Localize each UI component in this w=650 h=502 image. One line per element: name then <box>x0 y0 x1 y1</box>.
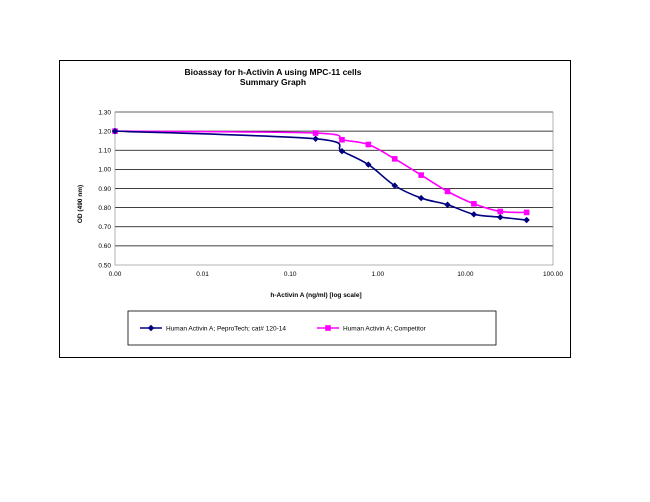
y-tick-label: 1.00 <box>98 167 111 174</box>
series-1-line <box>114 130 527 221</box>
series-2-point <box>418 172 424 178</box>
x-tick-label: 0.01 <box>196 271 209 278</box>
plot-area <box>114 111 554 266</box>
series-1-point <box>417 194 425 202</box>
series-1-point <box>470 211 478 218</box>
series-2-point <box>312 130 319 136</box>
x-axis-label: h-Activin A (ng/ml) [log scale] <box>270 292 361 299</box>
x-tick-label: 100.00 <box>543 271 563 278</box>
chart-title-line-2: Summary Graph <box>240 77 306 87</box>
y-tick-label: 0.90 <box>98 186 111 193</box>
legend: Human Activin A; PeproTech; cat# 120-14 H… <box>127 310 497 346</box>
legend-marker-2 <box>325 325 331 331</box>
chart-title-line-1: Bioassay for h-Activin A using MPC-11 ce… <box>185 67 362 77</box>
series-2-point <box>391 156 398 162</box>
series-2-line <box>114 130 527 214</box>
series-1 <box>111 127 530 224</box>
legend-box <box>127 310 497 346</box>
series-1-point <box>391 182 398 189</box>
y-tick-label: 0.50 <box>98 262 111 269</box>
series-1-point <box>523 216 530 224</box>
y-tick-label: 0.80 <box>98 205 111 212</box>
y-tick-label: 1.10 <box>98 148 111 155</box>
y-tick-label: 0.70 <box>98 224 111 231</box>
series-1-point <box>444 201 451 208</box>
series-1-point <box>497 213 504 221</box>
series-2-point <box>523 209 530 216</box>
chart-svg: Bioassay for h-Activin A using MPC-11 ce… <box>77 67 564 346</box>
x-tick-label: 1.00 <box>371 271 384 278</box>
series-2-point <box>365 141 372 148</box>
series-1-point <box>338 148 346 155</box>
y-tick-labels: 0.50 0.60 0.70 0.80 0.90 1.00 1.10 1.20 1.30 <box>98 109 111 269</box>
series-2-point <box>471 201 477 207</box>
series-2-point <box>339 136 345 143</box>
x-tick-labels: 0.00 0.01 0.10 1.00 10.00 100.00 <box>109 271 564 278</box>
chart-frame: Bioassay for h-Activin A using MPC-11 ce… <box>59 60 571 358</box>
series-layer <box>111 127 530 224</box>
series-2 <box>112 128 530 216</box>
legend-label-1: Human Activin A; PeproTech; cat# 120-14 <box>166 325 286 332</box>
x-tick-label: 0.10 <box>284 271 297 278</box>
x-tick-label: 10.00 <box>457 271 474 278</box>
x-tick-label: 0.00 <box>109 271 122 278</box>
legend-label-2: Human Activin A; Competitor <box>343 325 427 332</box>
y-tick-label: 1.20 <box>98 128 111 135</box>
series-2-point <box>444 188 451 195</box>
series-2-point <box>497 208 504 215</box>
y-axis-label: OD (490 nm) <box>77 185 84 223</box>
y-tick-label: 1.30 <box>98 109 111 116</box>
y-tick-label: 0.60 <box>98 243 111 250</box>
series-1-point <box>312 135 319 142</box>
